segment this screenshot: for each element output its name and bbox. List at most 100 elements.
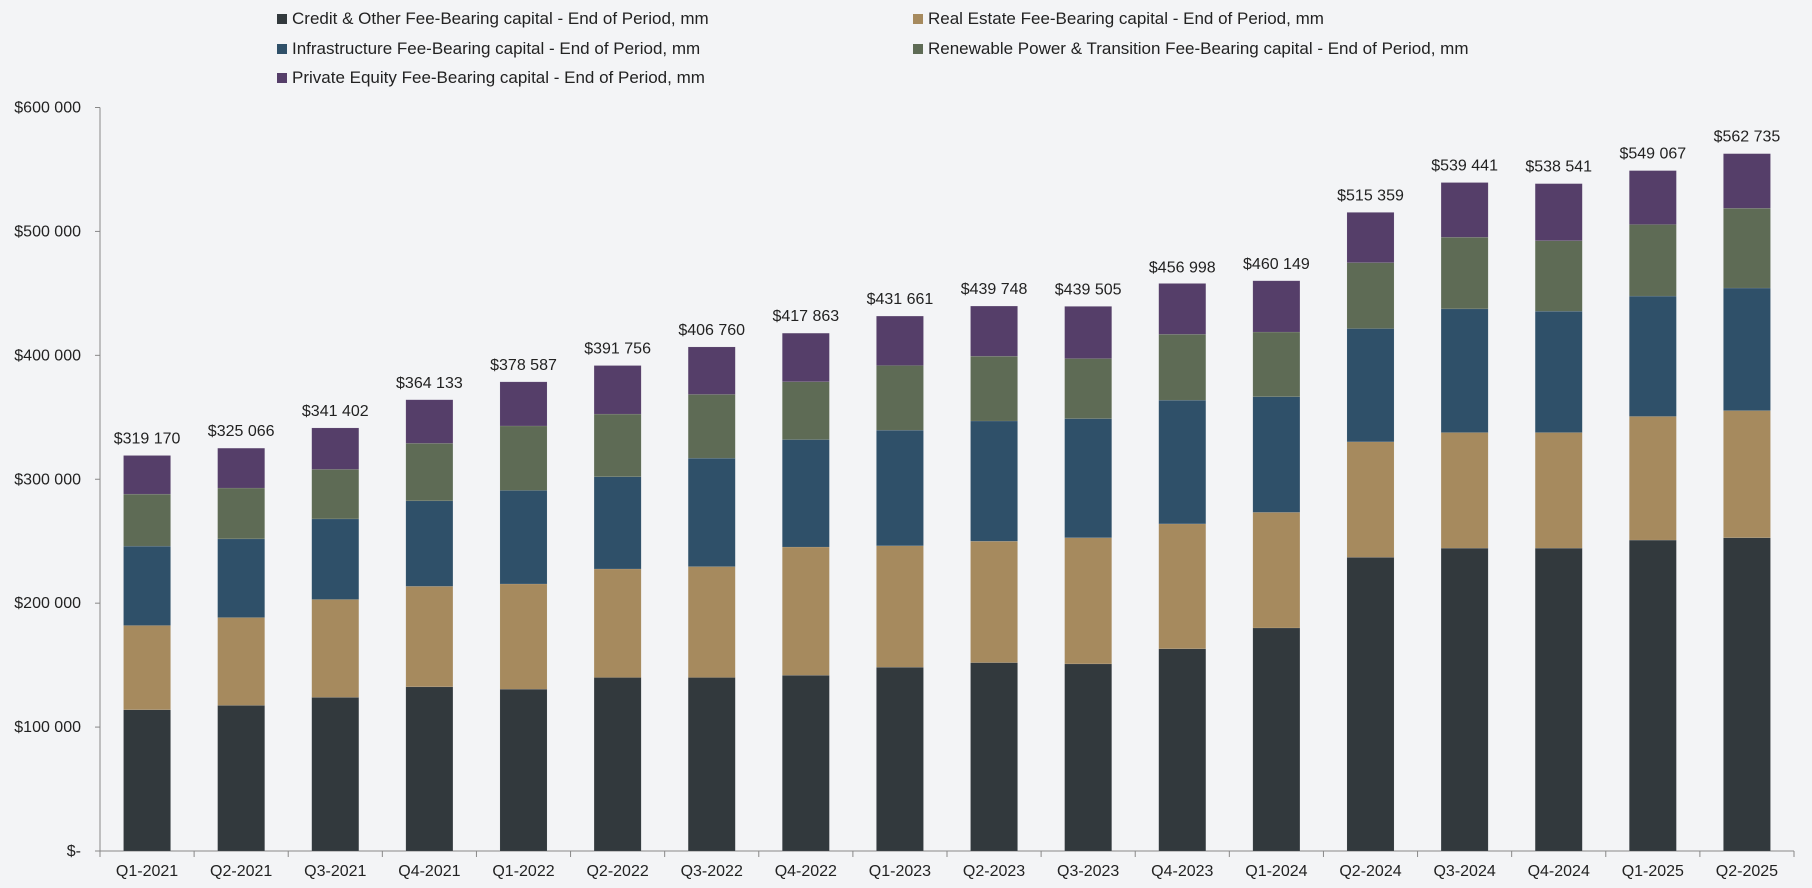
axes: $- $100 000 $200 000 $300 000 $400 000 $500 0… [14, 100, 1795, 880]
total-label: $515 359 [1337, 187, 1404, 204]
bar-segment-3 [311, 469, 360, 520]
bar-segment-0 [217, 705, 265, 852]
bar-segment-1 [1158, 523, 1207, 650]
bar-segment-3 [876, 365, 924, 431]
bar-segment-4 [1440, 182, 1489, 238]
bar-segment-0 [405, 686, 454, 852]
bar-segment-3 [1723, 207, 1771, 289]
x-tick-label: Q2-2022 [586, 863, 648, 880]
bar-segment-1 [1440, 432, 1489, 549]
bar-segment-0 [1440, 547, 1489, 852]
bar-segment-0 [876, 666, 924, 852]
bar-segment-3 [1158, 334, 1207, 401]
bar-segment-4 [1064, 306, 1112, 359]
bar-segment-1 [1346, 441, 1395, 558]
bar-segment-2 [1629, 295, 1677, 417]
bar-segment-1 [687, 566, 736, 678]
bar-segment-2 [1346, 328, 1395, 443]
bar-segment-3 [1440, 236, 1489, 310]
total-label: $341 402 [302, 403, 369, 420]
legend-swatch [277, 44, 287, 54]
bar-segment-3 [687, 394, 736, 459]
bar-segment-3 [593, 413, 642, 478]
x-tick-label: Q1-2024 [1245, 863, 1307, 880]
x-tick-label: Q4-2022 [775, 863, 837, 880]
x-tick-label: Q3-2024 [1433, 863, 1495, 880]
total-label: $391 756 [584, 341, 651, 358]
bar-segment-3 [1346, 262, 1395, 329]
x-tick-label: Q3-2022 [681, 863, 743, 880]
x-tick-label: Q3-2023 [1057, 863, 1119, 880]
bar-segment-0 [123, 709, 171, 852]
x-tick-label: Q4-2024 [1528, 863, 1590, 880]
x-tick-label: Q1-2025 [1622, 863, 1684, 880]
bar-segment-1 [1723, 410, 1771, 538]
bar-segment-1 [405, 586, 454, 688]
legend-label: Private Equity Fee-Bearing capital - End… [292, 68, 705, 87]
bar-segment-3 [217, 487, 265, 540]
bar-segment-3 [1629, 224, 1677, 297]
x-tick-label: Q1-2023 [869, 863, 931, 880]
bar-segment-1 [1252, 512, 1301, 629]
bar-segment-2 [217, 538, 265, 618]
bar-segment-0 [1252, 627, 1301, 852]
bar-segment-2 [876, 429, 924, 547]
bar-segment-3 [405, 443, 454, 502]
bar-segment-1 [593, 568, 642, 678]
bar-segment-2 [1064, 418, 1112, 538]
bar-segment-3 [1064, 358, 1112, 419]
bar-segment-0 [593, 677, 642, 852]
bar-segment-3 [1252, 331, 1301, 397]
total-label: $538 541 [1525, 159, 1592, 176]
total-label: $378 587 [490, 357, 557, 374]
bar-segment-1 [311, 599, 360, 698]
bar-segment-2 [970, 420, 1018, 542]
bar-segment-0 [311, 697, 360, 852]
y-tick-label: $600 000 [14, 100, 81, 117]
bar-segment-3 [499, 425, 548, 491]
x-tick-label: Q4-2021 [398, 863, 460, 880]
bar-segment-0 [687, 677, 736, 852]
bar-segment-2 [1252, 396, 1301, 513]
bar-segment-2 [782, 439, 830, 548]
y-tick-label: $300 000 [14, 471, 81, 488]
x-tick-label: Q1-2021 [116, 863, 178, 880]
y-tick-label: $200 000 [14, 595, 81, 612]
x-tick-label: Q2-2025 [1716, 863, 1778, 880]
legend-label: Credit & Other Fee-Bearing capital - End… [292, 9, 709, 28]
bar-segment-2 [1158, 399, 1207, 525]
x-tick-label: Q4-2023 [1151, 863, 1213, 880]
y-tick-label: $500 000 [14, 223, 81, 240]
total-label: $460 149 [1243, 256, 1310, 273]
x-tick-label: Q2-2023 [963, 863, 1025, 880]
total-label: $539 441 [1431, 158, 1498, 175]
bar-segment-2 [1723, 287, 1771, 411]
bar-segment-1 [1629, 416, 1677, 541]
bar-segment-1 [123, 625, 171, 710]
total-label: $562 735 [1714, 129, 1781, 146]
bar-segment-4 [405, 399, 454, 444]
bar-segment-1 [1064, 537, 1112, 665]
bar-segment-4 [217, 447, 265, 489]
bar-segment-2 [687, 457, 736, 567]
bar-segment-0 [1534, 547, 1583, 852]
bar-segment-3 [1534, 240, 1583, 312]
bar-segment-2 [123, 545, 171, 626]
legend: Credit & Other Fee-Bearing capital - End… [277, 9, 1468, 87]
bar-segment-4 [1252, 280, 1301, 333]
x-tick-label: Q3-2021 [304, 863, 366, 880]
total-label: $406 760 [678, 322, 745, 339]
bars [123, 153, 1771, 852]
bar-segment-0 [1158, 648, 1207, 852]
legend-swatch [913, 14, 923, 24]
bar-segment-0 [1723, 537, 1771, 852]
bar-segment-4 [876, 315, 924, 366]
legend-swatch [277, 73, 287, 83]
y-tick-label: $400 000 [14, 347, 81, 364]
y-tick-label: $100 000 [14, 719, 81, 736]
x-tick-label: Q2-2024 [1339, 863, 1401, 880]
bar-segment-3 [123, 493, 171, 547]
total-label: $549 067 [1619, 146, 1686, 163]
bar-segment-2 [405, 500, 454, 587]
